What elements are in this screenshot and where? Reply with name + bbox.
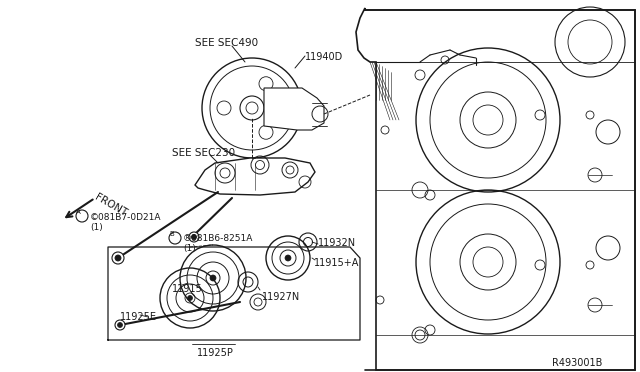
Text: B: B <box>170 231 174 237</box>
Circle shape <box>188 295 193 301</box>
Circle shape <box>210 275 216 281</box>
Polygon shape <box>195 158 315 195</box>
Text: SEE SEC490: SEE SEC490 <box>195 38 258 48</box>
Text: FRONT: FRONT <box>93 192 129 218</box>
Text: 11932N: 11932N <box>318 238 356 248</box>
Circle shape <box>115 320 125 330</box>
Circle shape <box>191 234 196 240</box>
Text: 11925E: 11925E <box>120 312 157 322</box>
Text: SEE SEC230: SEE SEC230 <box>172 148 235 158</box>
Text: A: A <box>76 209 81 215</box>
Circle shape <box>118 323 122 327</box>
Polygon shape <box>264 88 324 130</box>
Text: ©081B7-0D21A: ©081B7-0D21A <box>90 213 161 222</box>
Circle shape <box>115 255 121 261</box>
Circle shape <box>112 252 124 264</box>
Text: (1): (1) <box>183 244 196 253</box>
Text: R493001B: R493001B <box>552 358 602 368</box>
Text: 11915: 11915 <box>172 284 203 294</box>
Polygon shape <box>356 8 635 370</box>
Circle shape <box>285 255 291 261</box>
Text: (1): (1) <box>90 223 103 232</box>
Text: 11927N: 11927N <box>262 292 300 302</box>
Text: ®081B6-8251A: ®081B6-8251A <box>183 234 253 243</box>
Circle shape <box>189 232 199 242</box>
Text: 11940D: 11940D <box>305 52 343 62</box>
Text: 11915+A: 11915+A <box>314 258 360 268</box>
Text: 11925P: 11925P <box>196 348 234 358</box>
